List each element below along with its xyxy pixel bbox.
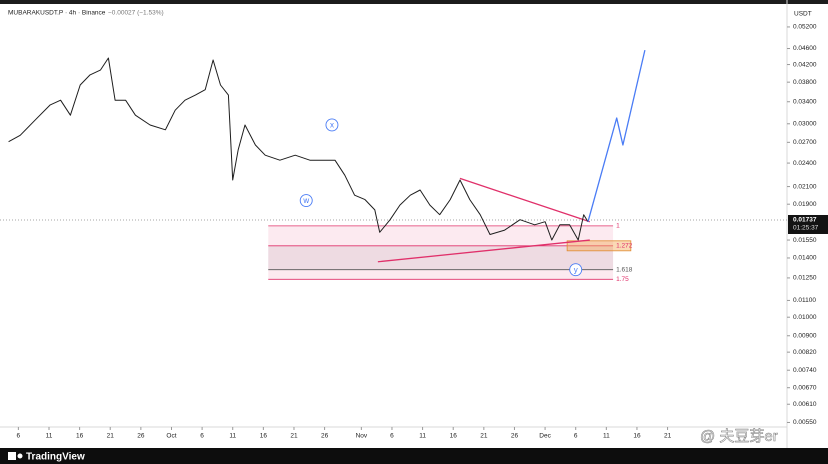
- x-tick-label: Dec: [539, 433, 551, 440]
- footer: [0, 448, 828, 464]
- y-tick-label: 0.03400: [793, 98, 817, 105]
- fib-label: 1.272: [616, 243, 633, 250]
- x-tick-label: 21: [480, 433, 488, 440]
- x-tick-label: 26: [511, 433, 519, 440]
- fib-zone-inner: [268, 245, 614, 270]
- y-tick-label: 0.01900: [793, 201, 817, 208]
- trendline: [459, 177, 590, 223]
- x-tick-label: 6: [17, 433, 21, 440]
- y-tick-label: 0.01000: [793, 314, 817, 321]
- x-tick-label: 6: [574, 433, 578, 440]
- y-tick-label: 0.04200: [793, 61, 817, 68]
- watermark: @ 夫豆芽er: [700, 428, 778, 445]
- branding: TradingView: [26, 452, 85, 463]
- logo: [17, 453, 23, 459]
- projection-line: [587, 49, 646, 222]
- x-tick-label: 26: [321, 433, 329, 440]
- x-tick-label: 11: [603, 433, 610, 440]
- price-change: −0.00027 (−1.53%): [108, 10, 164, 17]
- y-unit: USDT: [794, 11, 812, 18]
- x-tick-label: Oct: [166, 433, 176, 440]
- x-tick-label: 16: [450, 433, 458, 440]
- y-tick-label: 0.01250: [793, 275, 817, 282]
- y-tick-label: 0.00820: [793, 349, 817, 356]
- x-tick-label: 16: [633, 433, 641, 440]
- y-tick-label: 0.00670: [793, 384, 817, 391]
- y-tick-label: 0.00610: [793, 401, 817, 408]
- y-tick-label: 0.00900: [793, 332, 817, 339]
- last-price-label: 0.01737: [793, 217, 817, 224]
- x-tick-label: 11: [46, 433, 53, 440]
- y-tick-label: 0.01400: [793, 255, 817, 262]
- top-bar: [0, 0, 828, 4]
- y-tick-label: 0.00740: [793, 367, 817, 374]
- price-line: [8, 57, 589, 241]
- last-price-badge: [788, 214, 828, 234]
- x-tick-label: 6: [200, 433, 204, 440]
- y-tick-label: 0.03800: [793, 79, 817, 86]
- wave-label: x: [330, 121, 334, 130]
- wave-marker: [325, 118, 339, 132]
- y-tick-label: 0.02400: [793, 160, 817, 167]
- x-tick-label: Nov: [356, 433, 368, 440]
- fib-label: 1: [616, 223, 620, 230]
- x-tick-label: 21: [290, 433, 298, 440]
- x-tick-label: 21: [107, 433, 115, 440]
- trendline: [377, 239, 590, 263]
- chart-title: MUBARAKUSDT.P · 4h · Binance: [8, 10, 106, 17]
- x-tick-label: 16: [260, 433, 268, 440]
- x-tick-label: 6: [390, 433, 394, 440]
- x-tick-label: 21: [664, 433, 672, 440]
- fib-label: 1.618: [616, 266, 633, 273]
- x-tick-label: 11: [229, 433, 236, 440]
- y-tick-label: 0.01550: [793, 237, 817, 244]
- fib-label: 1.75: [616, 276, 629, 283]
- y-tick-label: 0.02100: [793, 183, 817, 190]
- fib-zone: [268, 225, 614, 280]
- x-tick-label: 11: [419, 433, 426, 440]
- y-tick-label: 0.05200: [793, 24, 817, 31]
- wave-label: y: [574, 265, 578, 274]
- y-tick-label: 0.00550: [793, 419, 817, 426]
- logo: [8, 452, 16, 460]
- x-tick-label: 16: [76, 433, 84, 440]
- y-tick-label: 0.03000: [793, 121, 817, 128]
- y-tick-label: 0.02700: [793, 139, 817, 146]
- x-tick-label: 26: [137, 433, 145, 440]
- fib-highlight: [566, 240, 632, 252]
- wave-marker: [569, 263, 583, 277]
- countdown: 01:25:37: [793, 225, 819, 232]
- wave-label: w: [302, 196, 309, 205]
- y-tick-label: 0.01100: [793, 297, 816, 304]
- wave-marker: [299, 194, 313, 207]
- y-tick-label: 0.04600: [793, 45, 817, 52]
